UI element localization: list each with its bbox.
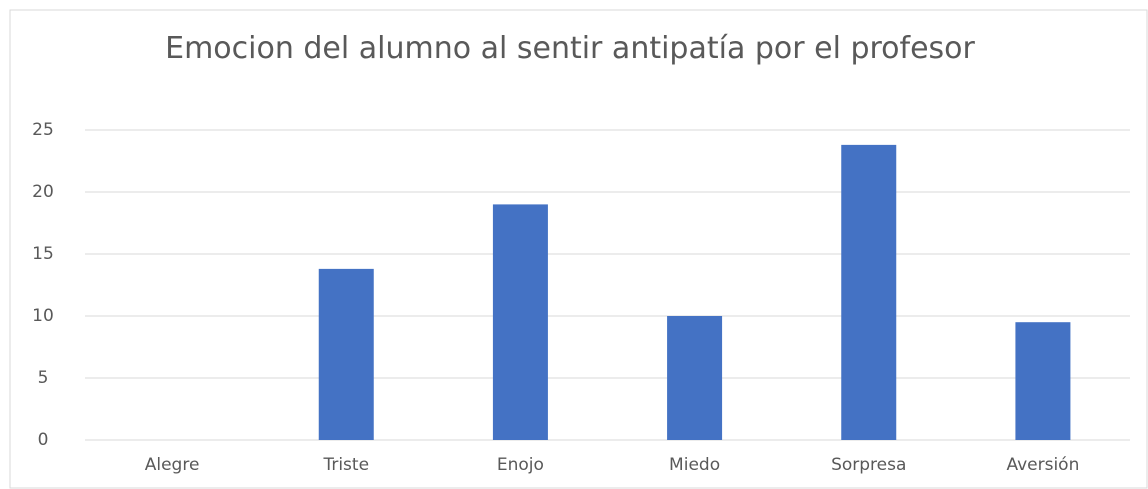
bar (492, 204, 548, 440)
y-tick-label: 10 (32, 306, 54, 326)
y-tick-label: 25 (32, 120, 54, 140)
y-tick-label: 15 (32, 244, 54, 264)
x-tick-label: Miedo (669, 455, 720, 475)
y-tick-label: 5 (38, 368, 49, 388)
x-tick-label: Sorpresa (831, 455, 906, 475)
bar (318, 268, 374, 440)
y-tick-label: 0 (38, 430, 49, 450)
x-tick-label: Alegre (145, 455, 200, 475)
x-tick-label: Aversión (1006, 455, 1079, 475)
x-tick-label: Enojo (497, 455, 544, 475)
chart-border (9, 9, 1148, 489)
y-tick-label: 20 (32, 182, 54, 202)
bar (667, 316, 723, 440)
x-tick-label: Triste (322, 455, 369, 475)
bar (1015, 322, 1071, 440)
bar (841, 144, 897, 440)
chart-title: Emocion del alumno al sentir antipatía p… (165, 31, 975, 66)
